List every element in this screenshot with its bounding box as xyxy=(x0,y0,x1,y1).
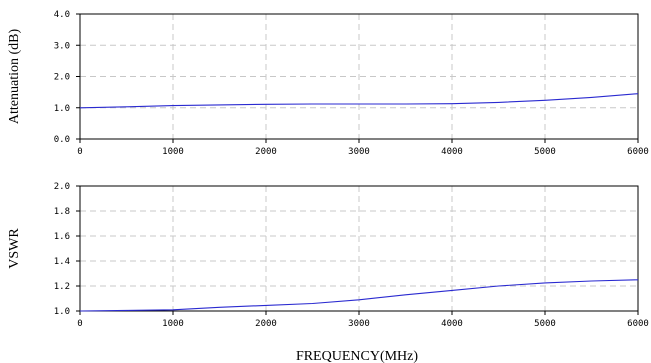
y-tick-label: 1.4 xyxy=(54,257,70,267)
x-tick-label: 5000 xyxy=(534,147,556,157)
y-tick-label: 2.0 xyxy=(54,182,70,192)
y-axis-title: Attenuation (dB) xyxy=(7,29,22,125)
x-tick-label: 6000 xyxy=(627,319,649,329)
series-line xyxy=(79,93,639,109)
attenuation-panel: 0 1000 2000 3000 4000 5000 6000 0.0 1.0 2.0 3.0 4.0… xyxy=(7,10,649,157)
y-tick-label: 1.6 xyxy=(54,232,70,242)
series-line xyxy=(79,279,639,312)
x-axis-title: FREQUENCY(MHz) xyxy=(296,349,418,363)
x-tick-label: 4000 xyxy=(441,319,463,329)
x-tick-label: 1000 xyxy=(162,147,184,157)
x-tick-label: 4000 xyxy=(441,147,463,157)
x-tick-label: 5000 xyxy=(534,319,556,329)
y-tick-label: 2.0 xyxy=(54,73,70,83)
y-tick-label: 1.0 xyxy=(54,104,70,114)
y-tick-label: 1.8 xyxy=(54,207,70,217)
y-tick-label: 1.2 xyxy=(54,282,70,292)
y-tick-label: 1.0 xyxy=(54,307,70,317)
x-tick-label: 2000 xyxy=(255,319,277,329)
x-tick-label: 1000 xyxy=(162,319,184,329)
y-axis-title: VSWR xyxy=(7,228,22,269)
x-tick-label: 3000 xyxy=(348,147,370,157)
x-tick-label: 6000 xyxy=(627,147,649,157)
y-tick-label: 3.0 xyxy=(54,41,70,51)
x-tick-label: 0 xyxy=(77,319,82,329)
x-tick-label: 3000 xyxy=(348,319,370,329)
vswr-panel: 0 1000 2000 3000 4000 5000 6000 1.0 1.2 1.4 1.6 1.8… xyxy=(7,182,649,363)
y-tick-label: 0.0 xyxy=(54,135,70,145)
x-tick-label: 2000 xyxy=(255,147,277,157)
y-tick-label: 4.0 xyxy=(54,10,70,20)
x-tick-label: 0 xyxy=(77,147,82,157)
